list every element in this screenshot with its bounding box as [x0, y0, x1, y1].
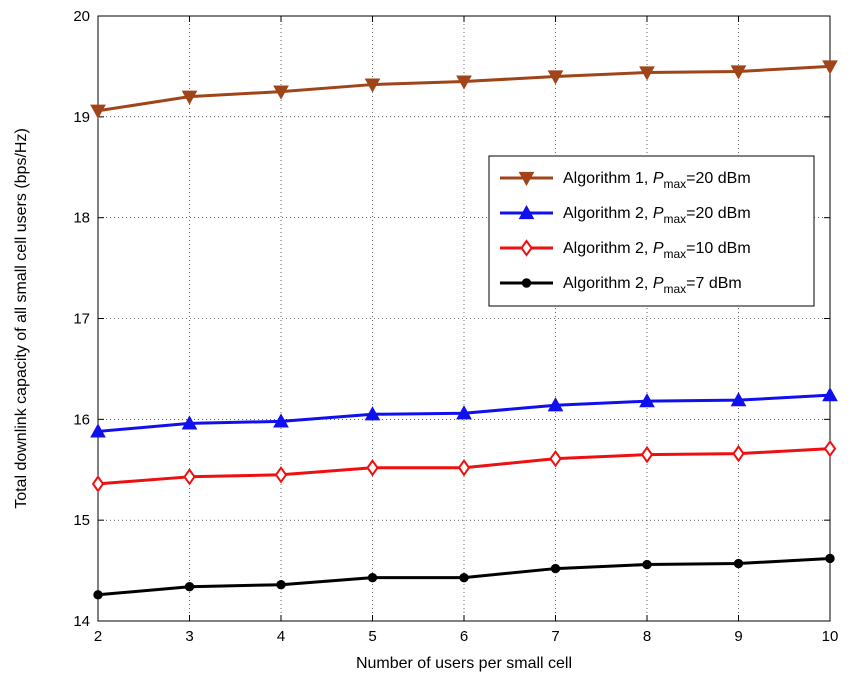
axis-ticks: 2 3 4 5 6 7 8 9 10 14 15 16 17 18 19 20: [73, 8, 838, 645]
x-tick-label: 9: [734, 628, 742, 645]
y-tick-label: 20: [73, 8, 90, 25]
series-1: [90, 60, 838, 119]
data-point: [825, 553, 835, 564]
y-tick-label: 19: [73, 109, 90, 126]
y-tick-label: 15: [73, 512, 90, 529]
legend-item: Algorithm 2, Pmax=10 dBm: [500, 239, 751, 261]
data-point: [459, 572, 469, 583]
legend-marker: [518, 204, 535, 220]
y-tick-label: 14: [73, 613, 90, 630]
data-point: [733, 558, 744, 569]
data-point: [183, 468, 196, 486]
x-tick-label: 10: [822, 628, 839, 645]
y-tick-label: 17: [73, 311, 90, 328]
x-tick-label: 2: [94, 628, 102, 645]
data-point: [367, 572, 378, 583]
data-point: [550, 563, 561, 574]
legend-box: [488, 155, 815, 307]
data-point: [184, 582, 195, 592]
legend-marker: [521, 278, 532, 288]
data-point: [273, 85, 289, 100]
data-point: [822, 387, 838, 402]
legend-label: Algorithm 2, Pmax=20 dBm: [563, 205, 751, 226]
series-2: [90, 387, 838, 438]
legend-label: Algorithm 2, Pmax=7 dBm: [563, 275, 742, 296]
legend-item: Algorithm 2, Pmax=7 dBm: [500, 275, 742, 296]
data-point: [639, 393, 655, 408]
data-point: [274, 466, 288, 484]
data-point: [730, 392, 747, 407]
data-point: [364, 78, 381, 93]
x-tick-label: 8: [643, 628, 651, 645]
x-tick-label: 6: [460, 628, 468, 645]
data-point: [823, 439, 837, 458]
data-point: [642, 559, 652, 570]
data-point: [457, 459, 471, 477]
data-point: [732, 444, 745, 463]
y-tick-label: 18: [73, 210, 90, 227]
series-layer: [90, 60, 838, 600]
data-point: [90, 423, 106, 438]
data-point: [547, 397, 564, 412]
data-point: [639, 66, 655, 81]
data-point: [93, 590, 103, 600]
x-tick-label: 3: [185, 628, 193, 645]
data-point: [273, 413, 289, 428]
legend-label: Algorithm 1, Pmax=20 dBm: [563, 170, 751, 191]
data-point: [276, 580, 286, 590]
y-axis-title: Total downlink capacity of all small cel…: [13, 128, 30, 509]
data-point: [456, 75, 472, 90]
x-axis-title: Number of users per small cell: [356, 655, 572, 672]
data-point: [90, 104, 106, 119]
data-point: [366, 459, 379, 477]
series-4: [93, 553, 835, 600]
data-point: [547, 70, 564, 85]
data-point: [640, 445, 654, 464]
data-point: [91, 475, 105, 493]
data-point: [181, 415, 198, 430]
legend-marker: [518, 171, 535, 187]
legend-label: Algorithm 2, Pmax=10 dBm: [563, 240, 751, 261]
data-point: [549, 449, 562, 468]
series-3: [91, 439, 837, 493]
data-point: [456, 405, 472, 420]
grid-lines: [98, 16, 830, 621]
data-point: [364, 406, 381, 421]
legend-item: Algorithm 1, Pmax=20 dBm: [500, 170, 751, 191]
data-point: [181, 90, 198, 105]
legend-marker: [520, 239, 533, 257]
x-tick-label: 5: [368, 628, 376, 645]
data-point: [730, 65, 747, 80]
x-tick-label: 4: [277, 628, 285, 645]
x-tick-label: 7: [551, 628, 559, 645]
legend-item: Algorithm 2, Pmax=20 dBm: [500, 204, 751, 226]
data-point: [822, 60, 838, 75]
y-tick-label: 16: [73, 411, 90, 428]
legend: Algorithm 1, Pmax=20 dBm Algorithm 2, Pma…: [488, 155, 815, 307]
